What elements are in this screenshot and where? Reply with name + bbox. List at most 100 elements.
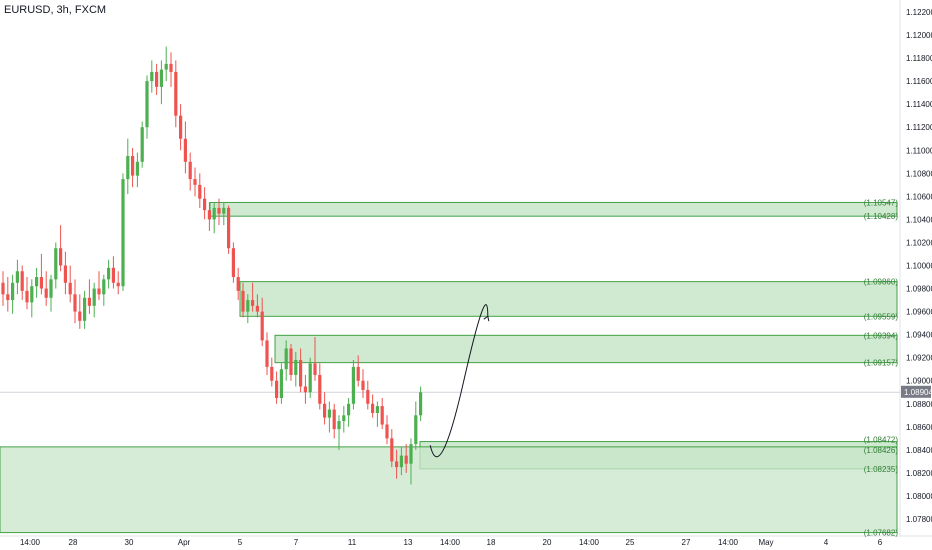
candle-body[interactable] [111,267,115,283]
candle-body[interactable] [145,81,149,128]
candle-body[interactable] [227,207,231,249]
candle-body[interactable] [260,311,264,341]
candle-body[interactable] [102,279,106,295]
candle-body[interactable] [323,403,327,418]
price-axis-pane[interactable] [900,0,932,536]
candle-body[interactable] [188,161,192,180]
candle-body[interactable] [217,207,221,214]
candle-body[interactable] [63,265,67,283]
candle-body[interactable] [15,271,19,283]
candle-body[interactable] [35,277,39,287]
candle-body[interactable] [11,282,15,301]
candle-body[interactable] [308,363,312,393]
candle-body[interactable] [399,455,403,468]
candle-body[interactable] [135,161,139,176]
candle-body[interactable] [78,311,82,321]
candle-body[interactable] [39,277,43,289]
candle-body[interactable] [246,300,250,312]
candle-body[interactable] [332,409,336,430]
candle-body[interactable] [313,363,317,375]
candle-body[interactable] [404,455,408,464]
candle-body[interactable] [222,207,226,214]
candle-body[interactable] [284,348,288,370]
candle-body[interactable] [327,409,331,418]
candle-body[interactable] [289,348,293,375]
candle-body[interactable] [251,300,255,306]
candle-body[interactable] [6,294,10,301]
candle-body[interactable] [179,115,183,139]
candle-body[interactable] [414,415,418,445]
candle-body[interactable] [59,248,63,266]
candle-body[interactable] [279,369,283,399]
candle-body[interactable] [203,198,207,211]
candle-body[interactable] [299,359,303,387]
price-tick-label: 1.11400 [906,100,932,109]
candle-body[interactable] [140,127,144,162]
zone-box[interactable] [239,281,898,317]
arrowhead-icon [483,315,490,322]
candle-body[interactable] [87,297,91,306]
candle-body[interactable] [20,271,24,291]
candle-body[interactable] [255,305,259,312]
candle-body[interactable] [212,207,216,220]
time-axis-pane[interactable] [0,536,900,550]
candle-body[interactable] [169,63,173,72]
zone-box[interactable] [274,334,898,364]
projection-curve [429,304,489,458]
candle-body[interactable] [116,282,120,287]
candle-body[interactable] [347,403,351,416]
zone-box[interactable] [0,446,898,534]
candle-body[interactable] [68,282,72,295]
candle-body[interactable] [107,267,111,280]
candle-body[interactable] [25,290,29,303]
candle-body[interactable] [164,63,168,70]
candle-body[interactable] [270,366,274,381]
candle-body[interactable] [126,156,130,180]
candle-body[interactable] [419,392,423,416]
candle-body[interactable] [356,366,360,381]
candle-body[interactable] [183,138,187,162]
candle-body[interactable] [409,444,413,464]
candle-body[interactable] [380,406,384,425]
candle-body[interactable] [44,288,48,298]
candle-body[interactable] [121,179,125,287]
candle-body[interactable] [361,380,365,390]
candle-body[interactable] [49,279,53,298]
candle-body[interactable] [342,415,346,422]
candle-body[interactable] [303,386,307,393]
candle-body[interactable] [231,248,235,278]
candle-body[interactable] [54,248,58,280]
candle-body[interactable] [193,179,197,185]
zone-box[interactable] [209,201,898,217]
candle-body[interactable] [371,403,375,413]
candle-body[interactable] [97,288,101,295]
candle-body[interactable] [198,184,202,199]
candle-body[interactable] [265,340,269,367]
candle-body[interactable] [395,461,399,468]
candle-body[interactable] [275,380,279,399]
candle-body[interactable] [150,71,154,82]
candle-body[interactable] [1,282,5,295]
candle-body[interactable] [73,294,77,312]
candle-body[interactable] [174,71,178,116]
candle-body[interactable] [366,389,370,404]
candle-body[interactable] [351,366,355,404]
price-tick-label: 1.12000 [906,31,932,40]
candle-body[interactable] [241,290,245,312]
candle-body[interactable] [159,69,163,87]
candle-body[interactable] [30,286,34,303]
candle-body[interactable] [83,297,87,321]
candle-body[interactable] [385,424,389,439]
candle-body[interactable] [375,406,379,413]
time-tick-label: 25 [626,538,635,547]
candle-body[interactable] [131,156,135,176]
candle-body[interactable] [92,288,96,306]
candle-body[interactable] [294,359,298,375]
candle-body[interactable] [207,210,211,220]
candle-body[interactable] [318,374,322,404]
candle-body[interactable] [236,277,240,291]
candle-body[interactable] [390,438,394,462]
candle-body[interactable] [155,71,159,87]
candle-body[interactable] [337,421,341,430]
